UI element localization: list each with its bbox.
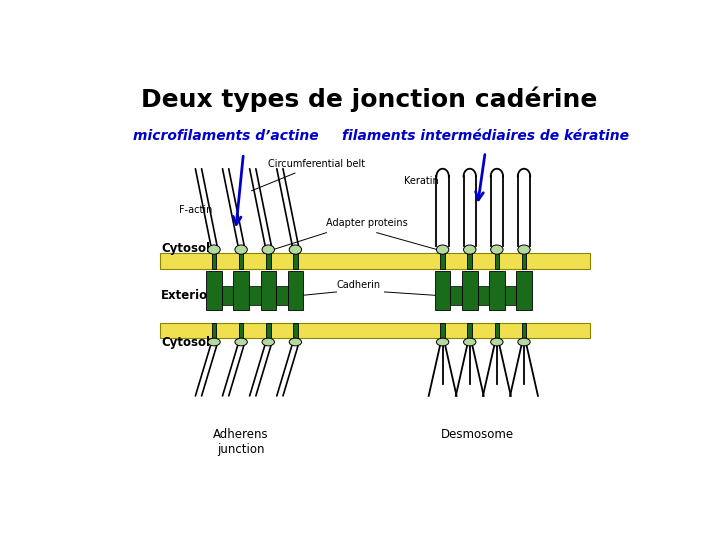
Bar (516, 271, 532, 310)
Bar (505, 286, 516, 305)
Bar (212, 253, 216, 269)
Ellipse shape (235, 245, 248, 254)
Bar (206, 271, 222, 310)
Text: Cytosol: Cytosol (161, 336, 210, 349)
Ellipse shape (289, 338, 302, 346)
Bar (261, 271, 276, 310)
Bar (276, 286, 287, 305)
Bar (239, 253, 243, 269)
Ellipse shape (464, 338, 476, 346)
Ellipse shape (490, 245, 503, 254)
Bar (495, 253, 499, 269)
Text: Adapter proteins: Adapter proteins (326, 219, 408, 228)
Bar (266, 253, 271, 269)
Text: filaments intermédiaires de kératine: filaments intermédiaires de kératine (342, 129, 629, 143)
Bar (477, 286, 489, 305)
Text: microfilaments d’actine: microfilaments d’actine (132, 129, 318, 143)
Ellipse shape (262, 338, 274, 346)
Ellipse shape (436, 338, 449, 346)
Bar (266, 323, 271, 338)
Bar (287, 271, 303, 310)
Bar (522, 323, 526, 338)
Text: F-actin: F-actin (179, 205, 212, 215)
Ellipse shape (289, 245, 302, 254)
Ellipse shape (208, 338, 220, 346)
Ellipse shape (464, 245, 476, 254)
Bar (489, 271, 505, 310)
Text: Exterior: Exterior (161, 289, 215, 302)
Text: Cytosol: Cytosol (161, 242, 210, 255)
Bar (495, 323, 499, 338)
Ellipse shape (490, 338, 503, 346)
Text: Cadherin: Cadherin (336, 280, 381, 290)
Bar (293, 323, 297, 338)
Bar (160, 323, 590, 338)
Bar (249, 286, 261, 305)
Bar (239, 323, 243, 338)
Text: Adherens
junction: Adherens junction (213, 428, 269, 456)
Ellipse shape (518, 338, 530, 346)
Bar (467, 323, 472, 338)
Bar (441, 253, 445, 269)
Text: Keratin: Keratin (404, 176, 438, 186)
Ellipse shape (208, 245, 220, 254)
Bar (212, 323, 216, 338)
Bar (441, 323, 445, 338)
Ellipse shape (518, 245, 530, 254)
Bar (462, 271, 477, 310)
Ellipse shape (436, 245, 449, 254)
Bar (222, 286, 233, 305)
Bar (451, 286, 462, 305)
Bar (160, 253, 590, 269)
Bar (293, 253, 297, 269)
Text: Desmosome: Desmosome (441, 428, 514, 441)
Text: Circumferential belt: Circumferential belt (251, 159, 365, 191)
Ellipse shape (262, 245, 274, 254)
Bar (435, 271, 451, 310)
Text: Deux types de jonction cadérine: Deux types de jonction cadérine (141, 86, 597, 112)
Bar (467, 253, 472, 269)
Ellipse shape (235, 338, 248, 346)
Bar (233, 271, 249, 310)
Bar (522, 253, 526, 269)
